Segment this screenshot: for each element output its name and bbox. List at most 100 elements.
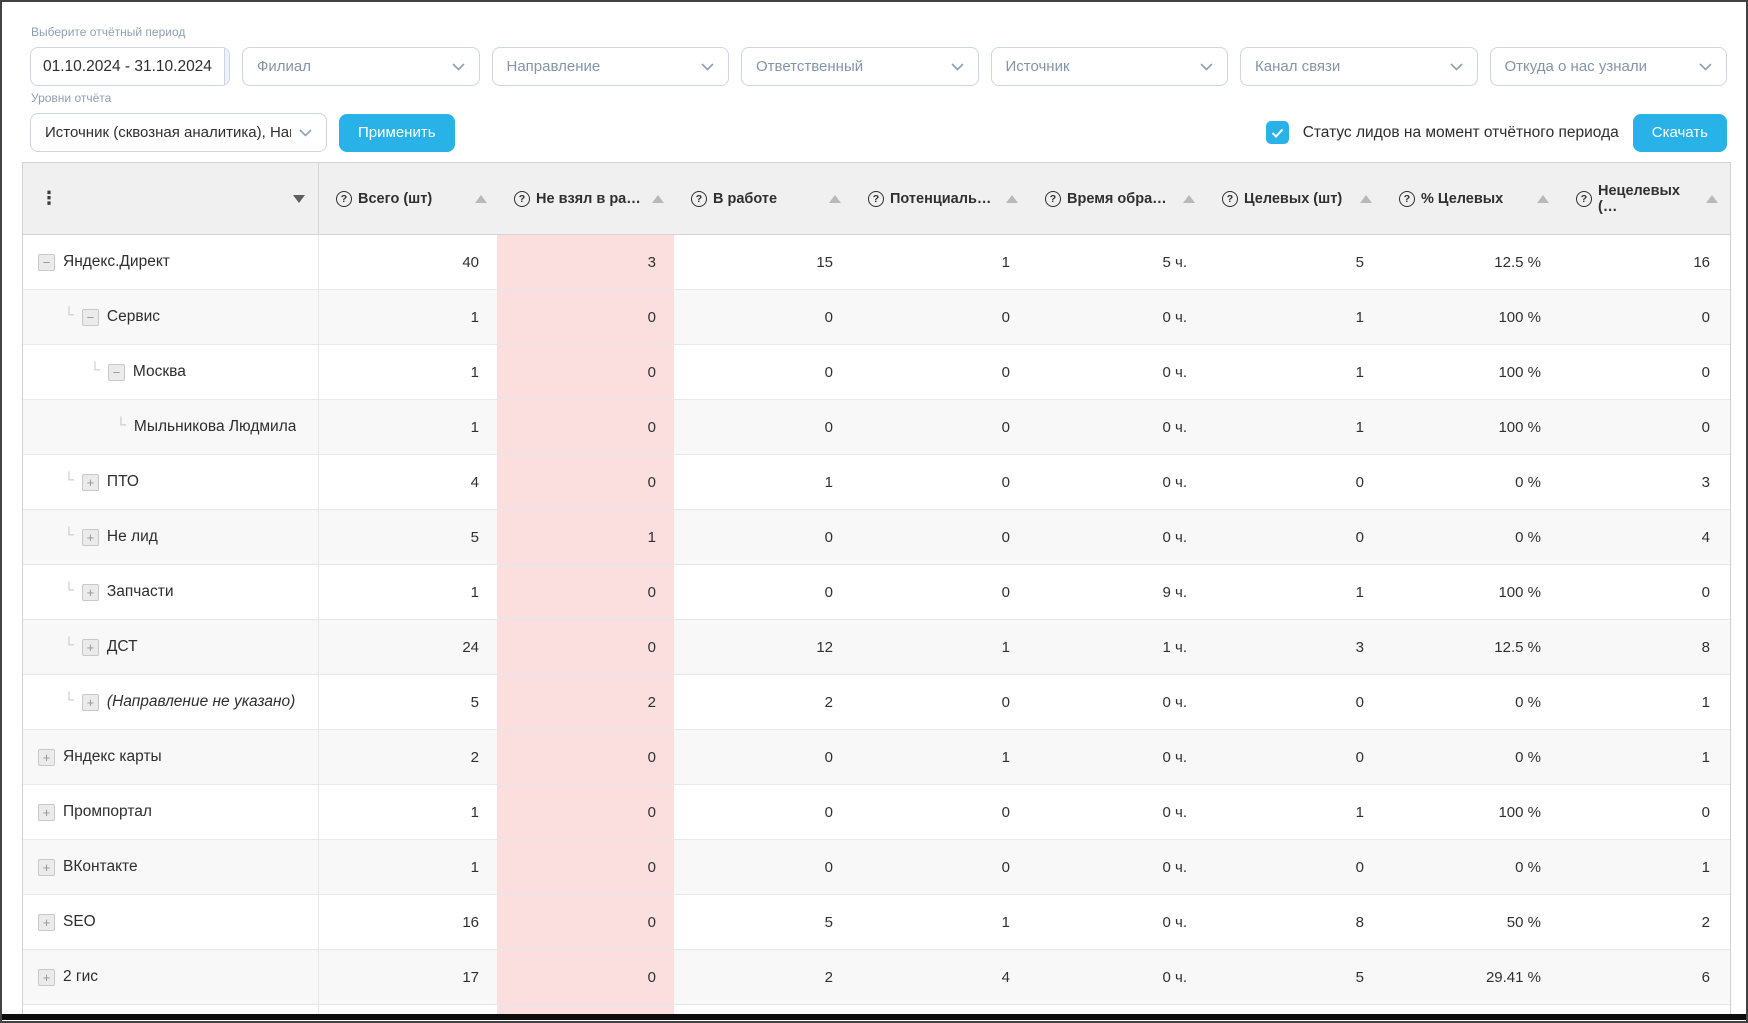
chevron-down-icon [1200, 62, 1213, 71]
value-cell: 0 ч. [1162, 528, 1188, 546]
value-cell: 3 [497, 235, 674, 289]
column-header[interactable]: ? Нецелевых (… [1559, 163, 1728, 234]
value-cell: 5 [470, 693, 479, 711]
value-cell: 5 [470, 528, 479, 546]
value-cell: 17 [462, 968, 479, 986]
expand-icon[interactable]: + [38, 913, 55, 931]
expand-icon[interactable]: + [81, 473, 99, 491]
branch-icon: └ [64, 581, 74, 597]
column-header-label: Время обра… [1067, 190, 1167, 207]
value-cell: 50 % [1506, 913, 1541, 931]
expand-icon[interactable]: + [81, 528, 99, 546]
value-cell: 0 [1701, 583, 1710, 601]
column-header[interactable]: ? В работе [674, 163, 851, 234]
value-cell: 0 [824, 363, 833, 381]
chevron-down-icon [950, 62, 964, 71]
apply-button[interactable]: Применить [339, 113, 455, 152]
sort-asc-icon[interactable] [1360, 194, 1372, 203]
calendar-button[interactable] [223, 48, 229, 85]
tree-cell: + ВКонтакте [23, 840, 319, 894]
value-cell: 0 [824, 858, 833, 876]
download-button[interactable]: Скачать [1632, 113, 1727, 152]
expand-icon[interactable]: + [81, 693, 99, 711]
column-header-label: Целевых (шт) [1244, 190, 1343, 207]
value-cell: 1 [470, 858, 479, 876]
value-cell: 2 [1701, 913, 1710, 931]
value-cell: 1 [497, 510, 674, 564]
expand-icon[interactable]: + [81, 638, 99, 656]
collapse-icon[interactable]: − [81, 308, 99, 326]
column-header[interactable]: ? Всего (шт) [319, 163, 497, 234]
sort-asc-icon[interactable] [1706, 194, 1718, 203]
column-header[interactable]: ? Целевых (шт) [1205, 163, 1382, 234]
collapse-icon[interactable]: − [107, 363, 125, 381]
table-body: − Яндекс.Директ 40 3 15 1 5 ч. 5 12.5 % 16 └ − Серви… [23, 235, 1730, 1016]
value-cell: 0 [497, 950, 674, 1004]
sort-asc-icon[interactable] [829, 194, 841, 203]
filter-channel-select[interactable]: Канал связи [1240, 47, 1478, 86]
value-cell: 1 [1355, 308, 1364, 326]
filter-dropdown-icon[interactable] [293, 194, 305, 203]
value-cell: 0 [497, 785, 674, 839]
branch-icon: └ [90, 361, 100, 377]
column-header[interactable]: ? Потенциаль… [851, 163, 1028, 234]
filter-branch-select[interactable]: Филиал [242, 47, 480, 86]
status-checkbox[interactable] [1265, 121, 1289, 144]
filter-referral-select[interactable]: Откуда о нас узнали [1489, 47, 1727, 86]
date-range-control[interactable]: 01.10.2024 - 31.10.2024 [30, 47, 230, 86]
value-cell: 0 [1701, 803, 1710, 821]
value-cell: 0 [1001, 418, 1010, 436]
collapse-icon[interactable]: − [38, 253, 55, 271]
sort-asc-icon[interactable] [652, 194, 664, 203]
value-cell: 0 [1355, 693, 1364, 711]
row-label: Запчасти [106, 583, 174, 600]
expand-icon[interactable]: + [38, 858, 55, 876]
value-cell: 5 [1355, 253, 1364, 271]
value-cell: 0 [1355, 473, 1364, 491]
value-cell: 0 [1001, 473, 1010, 491]
help-icon: ? [514, 190, 530, 207]
status-checkbox-label: Статус лидов на момент отчётного периода [1302, 123, 1619, 141]
column-header[interactable]: ? Не взял в ра… [497, 163, 674, 234]
filter-source-select[interactable]: Источник [990, 47, 1228, 86]
sort-asc-icon[interactable] [1537, 194, 1549, 203]
sort-asc-icon[interactable] [1183, 194, 1195, 203]
column-header-label: Не взял в ра… [536, 190, 641, 207]
value-cell: 2 [824, 968, 833, 986]
value-cell: 0 ч. [1162, 473, 1188, 491]
value-cell: 1 [470, 803, 479, 821]
value-cell: 1 [1701, 748, 1710, 766]
report-levels-select[interactable]: Источник (сквозная аналитика), Нап [30, 113, 327, 152]
column-menu-icon[interactable]: ⋮ [40, 188, 58, 208]
value-cell: 0 [497, 895, 674, 949]
value-cell: 5 ч. [1162, 253, 1188, 271]
value-cell: 0 [1701, 308, 1710, 326]
value-cell: 0 [1355, 858, 1364, 876]
value-cell: 1 [1355, 583, 1364, 601]
value-cell: 12.5 % [1494, 638, 1541, 656]
expand-icon[interactable]: + [38, 968, 55, 986]
expand-icon[interactable]: + [38, 748, 55, 766]
tree-column-header[interactable]: ⋮ [23, 163, 319, 234]
filter-responsible-select[interactable]: Ответственный [741, 47, 979, 86]
table-row: └ + Запчасти 1 0 0 0 9 ч. 1 100 % 0 [23, 565, 1730, 620]
tree-cell: + Яндекс карты [23, 730, 319, 784]
value-cell: 0 [824, 308, 833, 326]
value-cell: 40 [462, 253, 479, 271]
expand-icon[interactable]: + [81, 583, 99, 601]
sort-asc-icon[interactable] [475, 194, 487, 203]
value-cell: 4 [470, 473, 479, 491]
filter-direction-select[interactable]: Направление [491, 47, 729, 86]
value-cell: 0 [497, 730, 674, 784]
value-cell: 100 % [1498, 583, 1541, 601]
value-cell: 0 ч. [1162, 693, 1188, 711]
value-cell: 0 [497, 840, 674, 894]
sort-asc-icon[interactable] [1006, 194, 1018, 203]
column-header[interactable]: ? Время обра… [1028, 163, 1205, 234]
expand-icon[interactable]: + [38, 803, 55, 821]
column-header[interactable]: ? % Целевых [1382, 163, 1559, 234]
tree-cell: └ Мыльникова Людмила [23, 400, 319, 454]
row-label: Яндекс карты [63, 748, 162, 765]
value-cell: 12 [816, 638, 833, 656]
partial-row [23, 1005, 1730, 1016]
